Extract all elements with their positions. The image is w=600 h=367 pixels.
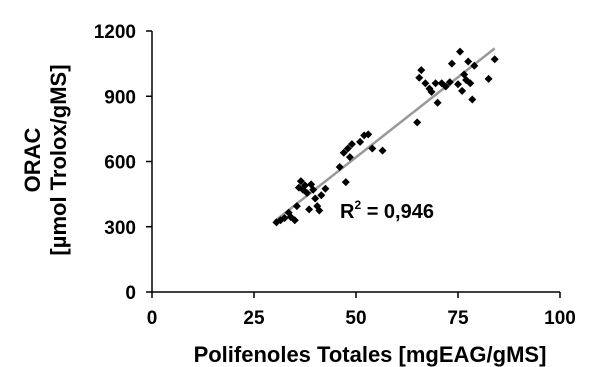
data-point xyxy=(458,86,467,95)
tick-labels: 0 25 50 75 100 0 300 600 900 1200 xyxy=(94,22,576,329)
x-tick-label: 75 xyxy=(447,308,469,329)
data-point xyxy=(445,78,454,87)
y-axis-title-line2: [µmol Trolox/gMS] xyxy=(46,64,71,255)
data-point xyxy=(413,118,422,127)
data-point xyxy=(305,205,314,214)
data-point xyxy=(421,79,430,88)
data-point xyxy=(368,144,377,153)
data-point xyxy=(470,61,479,70)
data-point xyxy=(311,194,320,203)
data-point xyxy=(427,87,436,96)
trendline xyxy=(273,47,496,223)
data-point xyxy=(309,185,318,194)
data-point xyxy=(490,55,499,64)
data-point xyxy=(356,137,365,146)
x-tick-label: 100 xyxy=(544,308,576,329)
data-point xyxy=(292,202,301,211)
data-point xyxy=(433,98,442,107)
data-point xyxy=(345,153,354,162)
data-point xyxy=(303,189,312,198)
x-tick-label: 50 xyxy=(345,308,366,329)
data-point xyxy=(341,178,350,187)
data-point xyxy=(315,206,324,215)
r-squared-exponent: 2 xyxy=(354,198,361,212)
data-point xyxy=(466,79,475,88)
data-point xyxy=(468,95,477,104)
data-point xyxy=(456,47,465,56)
x-tick-label: 0 xyxy=(147,308,158,329)
data-point xyxy=(321,184,330,193)
data-point xyxy=(317,191,326,200)
plot-area xyxy=(272,47,499,227)
data-point xyxy=(415,73,424,82)
r-squared-base: R xyxy=(340,201,355,223)
data-point xyxy=(417,66,426,75)
data-point xyxy=(454,80,462,89)
y-tick-label: 900 xyxy=(104,87,136,108)
data-point xyxy=(431,79,440,88)
data-point xyxy=(280,214,289,223)
data-point xyxy=(441,82,450,91)
data-point xyxy=(335,162,344,171)
data-point xyxy=(339,148,348,157)
data-point xyxy=(347,140,356,149)
data-point xyxy=(447,59,456,68)
y-tick-label: 600 xyxy=(104,153,136,174)
x-axis-title: Polifenoles Totales [mgEAG/gMS] xyxy=(194,342,547,367)
r-squared-annotation: R2 = 0,946 xyxy=(340,198,434,223)
data-point xyxy=(296,177,305,186)
data-point xyxy=(343,144,352,153)
data-point xyxy=(464,57,473,66)
data-point xyxy=(301,181,309,190)
y-tick-label: 300 xyxy=(104,218,136,239)
x-tick-label: 25 xyxy=(243,308,265,329)
data-point xyxy=(484,74,493,83)
y-axis-title-line1: ORAC xyxy=(20,128,45,193)
data-point xyxy=(378,146,387,155)
y-tick-label: 1200 xyxy=(94,22,136,43)
r-squared-value: = 0,946 xyxy=(361,201,434,223)
data-point xyxy=(364,130,373,139)
y-tick-label: 0 xyxy=(125,283,136,304)
axes xyxy=(151,31,560,293)
data-point xyxy=(290,216,299,225)
